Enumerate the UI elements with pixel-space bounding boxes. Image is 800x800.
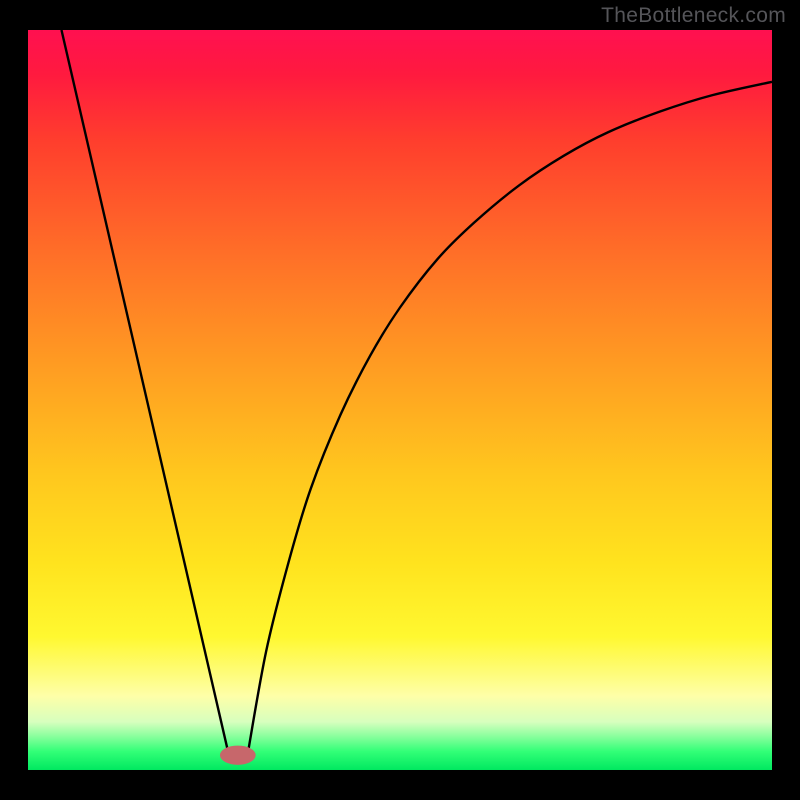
cusp-marker [220,746,256,765]
watermark-text: TheBottleneck.com [601,4,786,28]
bottleneck-chart [0,0,800,800]
chart-container: TheBottleneck.com [0,0,800,800]
plot-background [28,30,772,770]
